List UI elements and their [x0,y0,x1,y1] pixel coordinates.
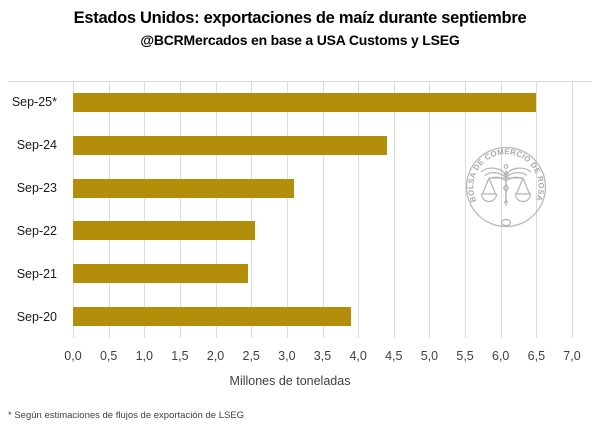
x-tick-label: 6,0 [492,349,510,363]
x-tick-label: 0,5 [99,349,118,363]
seal-bottom-ornament-icon [500,218,512,227]
bar-sep-25 [73,92,537,112]
x-tick-label: 2,5 [242,349,260,363]
chart-subtitle: @BCRMercados en base a USA Customs y LSE… [140,32,460,48]
chart-title: Estados Unidos: exportaciones de maíz du… [73,9,527,27]
gridline [144,81,146,338]
category-label: Sep-25* [11,95,57,110]
category-label: Sep-20 [16,309,57,324]
category-label: Sep-22 [16,223,57,238]
gridline [179,81,181,338]
category-label: Sep-23 [16,181,57,196]
gridline [500,81,502,338]
x-tick-label: 0,0 [64,349,82,363]
gridline [393,81,395,338]
bar-sep-23 [73,178,294,198]
gridline [465,81,467,338]
bar-sep-24 [73,135,387,155]
category-label: Sep-21 [16,266,57,281]
category-label: Sep-24 [16,138,57,153]
seal-outer-ring-icon [465,146,547,228]
x-tick-label: 1,5 [171,349,189,363]
gridline [322,81,324,338]
caduceus-scales-icon [480,164,532,206]
bar-sep-22 [73,221,255,241]
x-tick-label: 4,5 [385,349,403,363]
gridline [108,81,110,338]
plot-area [73,81,573,338]
category-axis: Sep-25* Sep-24 Sep-23 Sep-22 Sep-21 Sep-20 [0,81,66,338]
x-tick-label: 1,0 [135,349,153,363]
x-tick-label: 7,0 [563,349,581,363]
gridline [536,81,538,338]
x-tick-label: 3,0 [278,349,296,363]
bar-sep-20 [73,307,351,327]
footnote: * Según estimaciones de flujos de export… [8,410,245,421]
gridline [215,81,217,338]
bcr-rosario-seal-watermark: BOLSA DE COMERCIO DE ROSARIO [465,146,547,228]
gridline [358,81,360,338]
gridline [572,81,573,338]
gridline [286,81,288,338]
x-tick-label: 6,5 [527,349,546,363]
value-axis: 0,0 0,5 1,0 1,5 2,0 2,5 3,0 3,5 4,0 4,5 5,0 5,5 6,0 6… [64,347,580,365]
gridline [73,81,74,338]
x-tick-label: 5,0 [420,349,439,363]
plot-top-border [8,81,592,82]
x-tick-label: 3,5 [313,349,332,363]
x-tick-label: 5,5 [456,349,474,363]
gridline [251,81,253,338]
gridline [429,81,431,338]
x-tick-label: 2,0 [206,349,225,363]
x-axis-title: Millones de toneladas [229,374,351,388]
x-tick-label: 4,0 [349,349,367,363]
bar-sep-21 [73,264,248,284]
